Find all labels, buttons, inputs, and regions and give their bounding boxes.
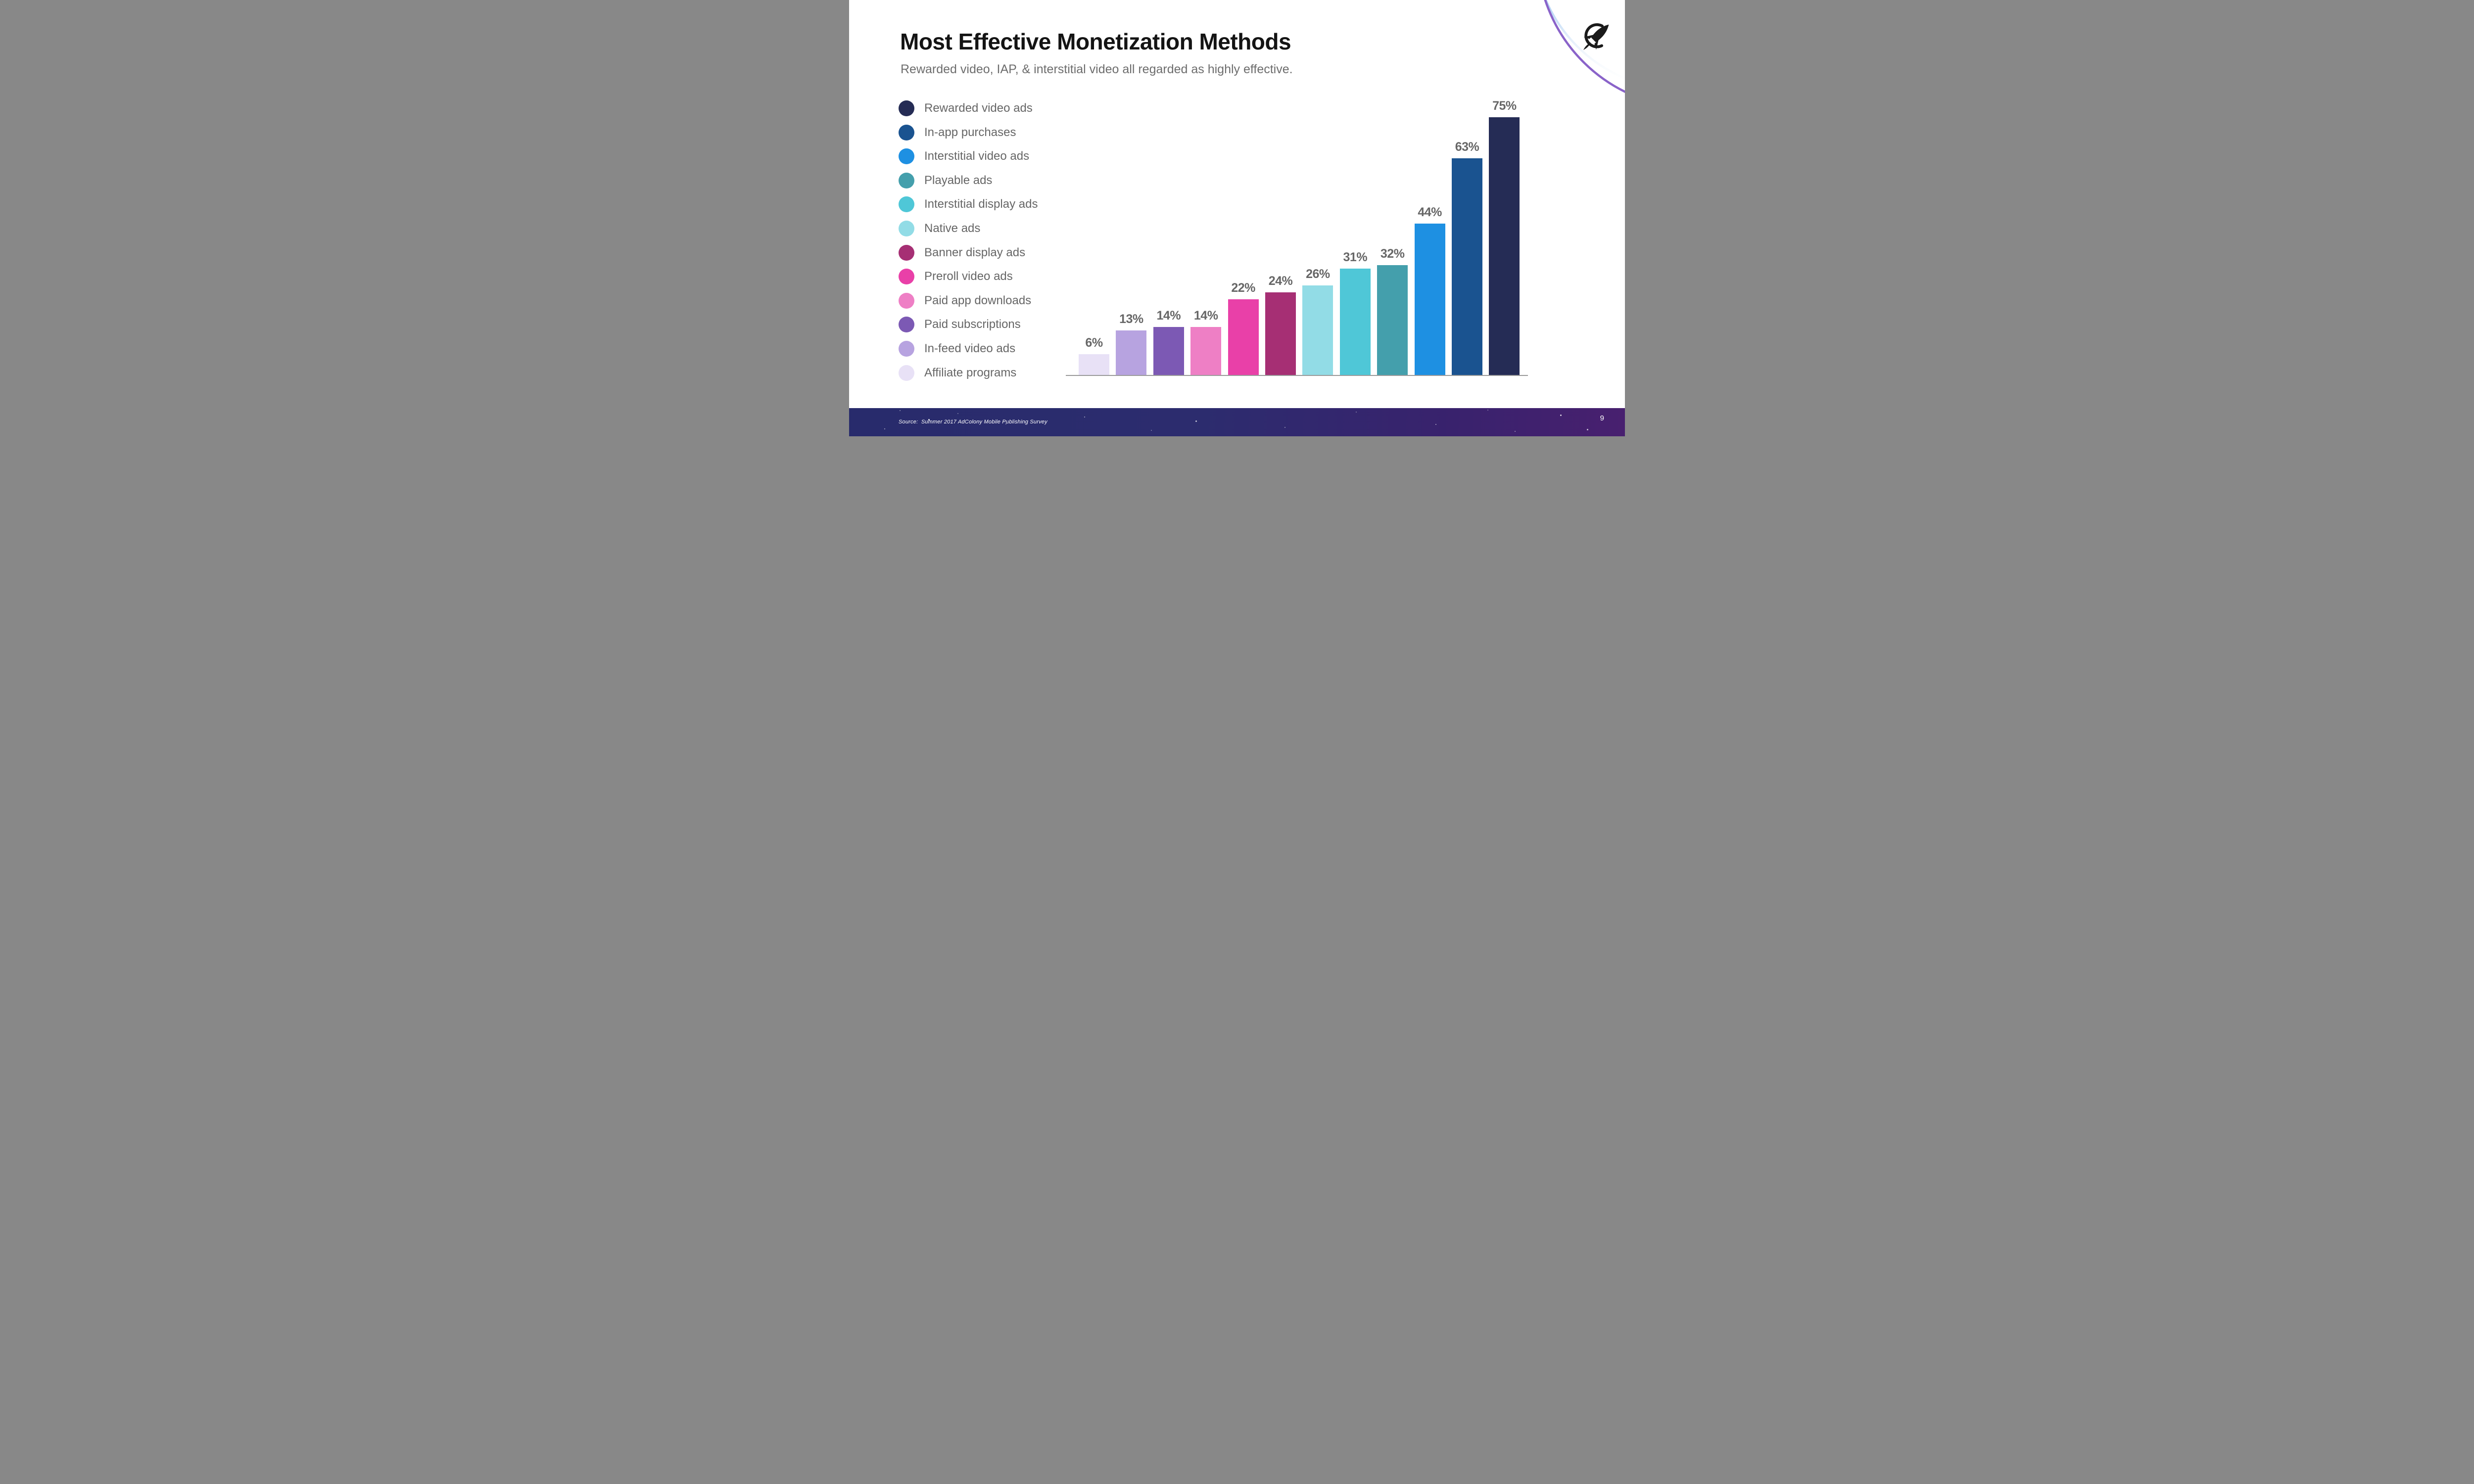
legend-swatch-icon bbox=[899, 100, 914, 116]
legend-item: Banner display ads bbox=[899, 244, 1038, 261]
legend-label: Rewarded video ads bbox=[924, 101, 1033, 115]
legend-item: Paid subscriptions bbox=[899, 317, 1038, 333]
bar-in-feed-video-ads bbox=[1116, 330, 1147, 375]
legend-label: Interstitial display ads bbox=[924, 197, 1038, 211]
bar-native-ads bbox=[1302, 285, 1333, 375]
bar-value-label: 26% bbox=[1306, 267, 1330, 281]
bar-value-label: 44% bbox=[1418, 205, 1442, 220]
legend-swatch-icon bbox=[899, 148, 914, 165]
bar-playable-ads bbox=[1377, 265, 1408, 375]
legend-swatch-icon bbox=[899, 269, 914, 285]
star-decoration bbox=[1356, 412, 1357, 413]
legend-swatch-icon bbox=[899, 124, 914, 140]
bar-value-label: 24% bbox=[1268, 274, 1293, 288]
legend-label: Playable ads bbox=[924, 173, 993, 187]
rocket-glyph bbox=[1583, 23, 1609, 50]
chart-legend: Rewarded video ads In-app purchases Inters… bbox=[899, 100, 1038, 389]
page-title: Most Effective Monetization Methods bbox=[900, 29, 1291, 54]
star-decoration bbox=[1560, 415, 1562, 416]
bar-rewarded-video-ads bbox=[1489, 117, 1520, 375]
source-citation: Source: Summer 2017 AdColony Mobile Publ… bbox=[899, 419, 1047, 425]
bar-banner-display-ads bbox=[1265, 292, 1296, 375]
legend-item: Affiliate programs bbox=[899, 365, 1038, 381]
legend-label: Banner display ads bbox=[924, 245, 1026, 259]
legend-swatch-icon bbox=[899, 172, 914, 188]
bar-value-label: 14% bbox=[1156, 308, 1181, 323]
legend-item: Paid app downloads bbox=[899, 292, 1038, 309]
legend-label: In-feed video ads bbox=[924, 341, 1016, 355]
legend-item: Preroll video ads bbox=[899, 269, 1038, 285]
rocket-logo-icon bbox=[1544, 0, 1625, 93]
footer-bar: Source: Summer 2017 AdColony Mobile Publ… bbox=[849, 408, 1625, 436]
legend-label: Native ads bbox=[924, 221, 981, 235]
bar-preroll-video-ads bbox=[1228, 299, 1259, 375]
legend-swatch-icon bbox=[899, 292, 914, 309]
legend-label: Affiliate programs bbox=[924, 366, 1017, 379]
bar-value-label: 31% bbox=[1343, 250, 1368, 264]
legend-item: In-feed video ads bbox=[899, 340, 1038, 357]
legend-label: In-app purchases bbox=[924, 125, 1016, 139]
star-decoration bbox=[1435, 424, 1436, 425]
star-decoration bbox=[900, 410, 901, 411]
legend-item: Native ads bbox=[899, 220, 1038, 236]
star-decoration bbox=[1515, 431, 1516, 432]
bar-chart: 6% 13% 14% 14% 22% 24% 26% 31% 32% 44% 63% 75% bbox=[1066, 98, 1528, 376]
bar-affiliate-programs bbox=[1079, 354, 1109, 375]
legend-item: Rewarded video ads bbox=[899, 100, 1038, 116]
bar-value-label: 22% bbox=[1231, 281, 1255, 295]
slide: Most Effective Monetization Methods Rewa… bbox=[849, 0, 1625, 436]
legend-item: In-app purchases bbox=[899, 124, 1038, 140]
legend-label: Paid subscriptions bbox=[924, 318, 1021, 331]
legend-swatch-icon bbox=[899, 317, 914, 333]
bar-in-app-purchases bbox=[1452, 158, 1482, 375]
bar-interstitial-video-ads bbox=[1414, 224, 1445, 375]
company-logo bbox=[1526, 0, 1625, 99]
bar-value-label: 75% bbox=[1492, 98, 1517, 113]
bar-paid-subscriptions bbox=[1153, 326, 1184, 375]
page-number: 9 bbox=[1600, 414, 1604, 422]
star-decoration bbox=[1151, 430, 1152, 431]
star-decoration bbox=[1587, 429, 1588, 430]
logo-arc-blue bbox=[1544, 0, 1625, 80]
bar-interstitial-display-ads bbox=[1339, 268, 1371, 375]
legend-label: Paid app downloads bbox=[924, 293, 1032, 307]
legend-item: Interstitial display ads bbox=[899, 196, 1038, 213]
bar-value-label: 63% bbox=[1455, 140, 1479, 154]
bar-paid-app-downloads bbox=[1190, 326, 1222, 375]
legend-swatch-icon bbox=[899, 196, 914, 213]
legend-swatch-icon bbox=[899, 340, 914, 357]
star-decoration bbox=[884, 428, 885, 429]
legend-label: Interstitial video ads bbox=[924, 149, 1030, 163]
star-decoration bbox=[957, 413, 958, 414]
bar-value-label: 32% bbox=[1380, 246, 1405, 261]
legend-swatch-icon bbox=[899, 220, 914, 236]
bar-value-label: 6% bbox=[1085, 336, 1103, 350]
star-decoration bbox=[1005, 423, 1006, 424]
x-axis-line bbox=[1066, 375, 1528, 376]
bar-value-label: 13% bbox=[1119, 312, 1143, 326]
legend-label: Preroll video ads bbox=[924, 270, 1013, 283]
page-subtitle: Rewarded video, IAP, & interstitial vide… bbox=[901, 62, 1293, 76]
bar-value-label: 14% bbox=[1193, 308, 1218, 323]
star-decoration bbox=[1487, 410, 1488, 411]
star-decoration bbox=[928, 419, 930, 420]
legend-item: Playable ads bbox=[899, 172, 1038, 188]
star-decoration bbox=[1195, 420, 1197, 422]
legend-swatch-icon bbox=[899, 244, 914, 261]
legend-swatch-icon bbox=[899, 365, 914, 381]
legend-item: Interstitial video ads bbox=[899, 148, 1038, 165]
